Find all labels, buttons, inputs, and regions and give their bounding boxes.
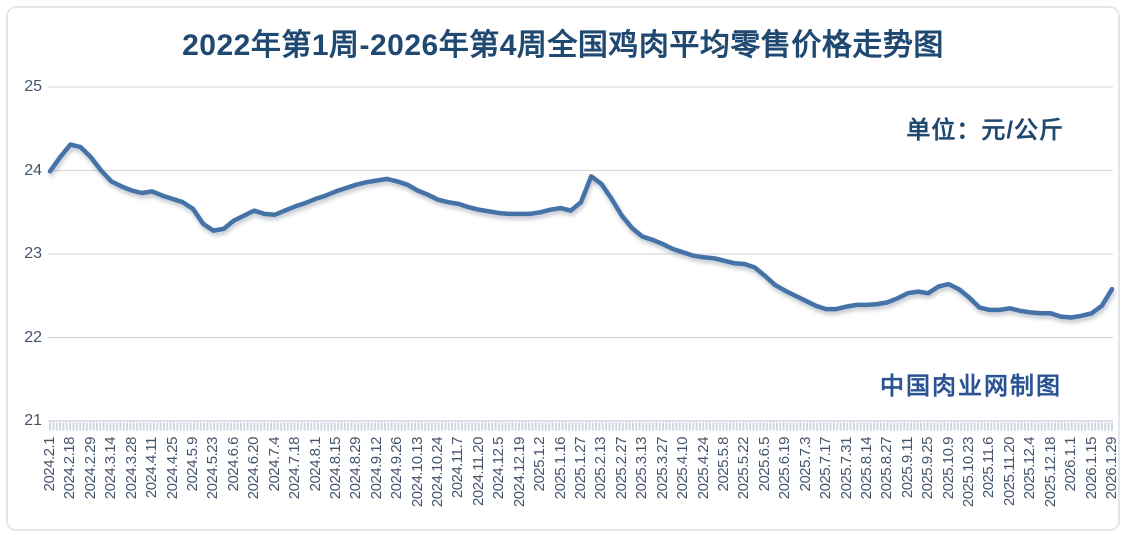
x-tick-label: 2025.4.24 — [694, 437, 712, 500]
x-tick-label: 2025.9.11 — [898, 437, 916, 499]
x-tick-label: 2024.11.7 — [449, 437, 467, 499]
x-tick-label: 2025.12.4 — [1021, 437, 1039, 500]
x-tick-label: 2025.2.13 — [592, 437, 610, 500]
x-tick-label: 2025.11.6 — [980, 437, 998, 499]
x-tick-label: 2024.7.4 — [265, 437, 283, 492]
x-tick-label: 2025.12.18 — [1041, 437, 1059, 508]
x-tick-label: 2026.1.1 — [1062, 437, 1080, 492]
x-tick-label: 2024.4.25 — [163, 437, 181, 500]
x-tick-label: 2025.5.8 — [714, 437, 732, 492]
x-tick-label: 2025.2.27 — [612, 437, 630, 500]
x-tick-label: 2025.7.3 — [796, 437, 814, 492]
unit-label: 单位：元/公斤 — [906, 117, 1064, 144]
x-tick-label: 2026.1.29 — [1103, 437, 1120, 500]
x-tick-label: 2025.6.19 — [776, 437, 794, 500]
x-tick-label: 2024.11.20 — [469, 437, 487, 506]
x-tick-label: 2024.10.13 — [408, 437, 426, 508]
x-tick-label: 2024.12.5 — [490, 437, 508, 500]
x-tick-label: 2024.3.14 — [102, 437, 120, 500]
x-tick-label: 2025.1.16 — [551, 437, 569, 500]
x-tick-label: 2024.2.1 — [41, 437, 58, 492]
x-tick-label: 2024.6.6 — [224, 437, 242, 492]
x-tick-label: 2025.10.23 — [960, 437, 978, 508]
x-tick-label: 2024.12.19 — [510, 437, 528, 508]
price-series-line — [47, 142, 1115, 320]
x-tick-label: 2024.6.20 — [245, 437, 263, 500]
x-tick-label: 2024.8.1 — [306, 437, 324, 492]
x-tick-label: 2025.10.9 — [939, 437, 957, 500]
x-tick-label: 2025.4.10 — [674, 437, 692, 500]
y-tick-label: 24 — [24, 161, 42, 179]
y-tick-label: 22 — [24, 328, 42, 346]
x-tick-label: 2025.8.14 — [857, 437, 875, 500]
x-tick-label: 2024.5.9 — [183, 437, 201, 492]
x-tick-label: 2025.7.31 — [837, 437, 855, 500]
x-tick-label: 2025.1.27 — [572, 437, 589, 500]
chart-title: 2022年第1周-2026年第4周全国鸡肉平均零售价格走势图 — [182, 29, 944, 62]
x-tick-label: 2025.6.5 — [755, 437, 773, 492]
x-tick-label: 2025.3.27 — [653, 437, 671, 500]
x-tick-label: 2024.9.12 — [367, 437, 385, 500]
x-tick-label: 2024.10.24 — [429, 437, 447, 508]
x-tick-label: 2024.8.29 — [347, 437, 365, 500]
x-tick-label: 2024.8.15 — [326, 437, 344, 500]
watermark-credit: 中国肉业网制图 — [880, 373, 1062, 400]
x-tick-label: 2024.7.18 — [286, 437, 304, 500]
x-tick-label: 2024.2.29 — [81, 437, 99, 500]
x-tick-label: 2025.3.13 — [633, 437, 651, 500]
x-tick-label: 2024.9.26 — [388, 437, 406, 500]
x-tick-label: 2025.11.20 — [1000, 437, 1018, 506]
x-tick-label: 2024.3.28 — [122, 437, 140, 500]
x-tick-label: 2026.1.15 — [1082, 437, 1100, 500]
y-tick-label: 25 — [24, 78, 42, 95]
x-tick-label: 2025.9.25 — [919, 437, 937, 500]
x-tick-label: 2025.7.17 — [817, 437, 835, 500]
x-tick-label: 2025.5.22 — [735, 437, 753, 500]
x-tick-label: 2024.4.11 — [143, 437, 161, 499]
x-tick-label: 2024.5.23 — [204, 437, 222, 500]
x-tick-label: 2025.1.2 — [531, 437, 549, 492]
y-tick-label: 23 — [24, 245, 42, 262]
x-tick-label: 2024.2.18 — [61, 437, 79, 500]
y-tick-label: 21 — [24, 412, 42, 429]
x-tick-label: 2025.8.27 — [878, 437, 896, 500]
